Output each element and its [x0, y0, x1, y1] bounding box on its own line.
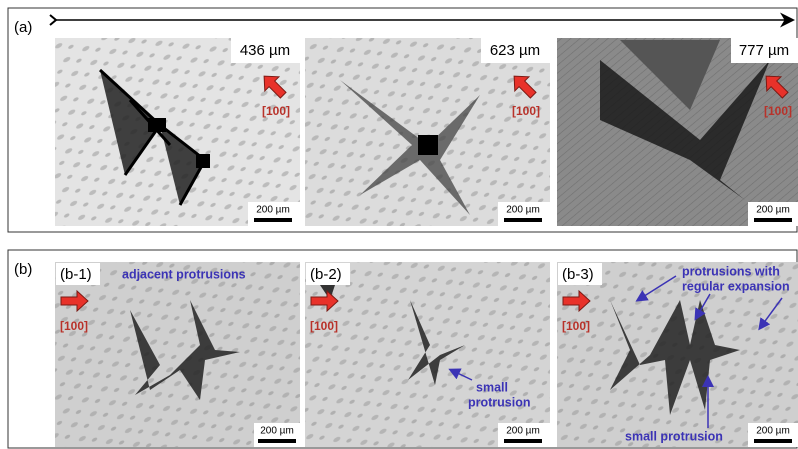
micrograph [55, 262, 300, 447]
annotation: adjacent protrusions [122, 267, 246, 281]
scale-bar-label: 200 µm [756, 205, 790, 216]
depth-label: 436 µm [240, 42, 290, 59]
micrograph [305, 38, 550, 226]
panel-label: (a) [14, 19, 32, 36]
sub-label: (b-1) [60, 266, 92, 283]
direction-label: [100] [512, 104, 540, 118]
direction-label: [100] [562, 319, 590, 333]
figure: (a) (b) 436 µm 623 µm [0, 0, 798, 449]
scale-bar-label: 200 µm [256, 205, 290, 216]
scale-bar-label: 200 µm [506, 426, 540, 437]
direction-label: [100] [262, 104, 290, 118]
arrow-tail [50, 15, 56, 25]
direction-label: [100] [60, 319, 88, 333]
direction-label: [100] [310, 319, 338, 333]
depth-label: 777 µm [739, 42, 789, 59]
scale-bar-label: 200 µm [506, 205, 540, 216]
annotation: small [476, 380, 508, 394]
scale-bar-label: 200 µm [756, 426, 790, 437]
micrograph [55, 38, 300, 226]
annotation: protrusions with [682, 264, 780, 278]
direction-label: [100] [764, 104, 792, 118]
panel-label: (b) [14, 261, 32, 278]
depth-label: 623 µm [490, 42, 540, 59]
sub-label: (b-3) [562, 266, 594, 283]
micrograph [557, 38, 798, 226]
scale-bar-label: 200 µm [260, 426, 294, 437]
micrograph [305, 262, 550, 447]
annotation: protrusion [468, 395, 531, 409]
sub-label: (b-2) [310, 266, 342, 283]
annotation: regular expansion [682, 279, 790, 293]
annotation: small protrusion [625, 429, 723, 443]
